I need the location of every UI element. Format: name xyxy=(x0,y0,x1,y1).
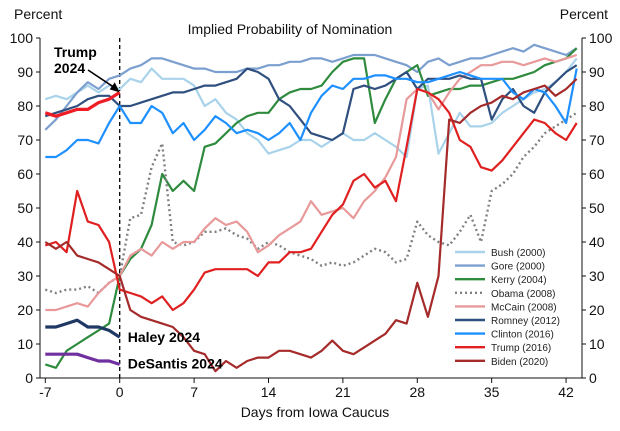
x-tick-label: 28 xyxy=(409,384,425,400)
x-tick-label: -7 xyxy=(39,384,52,400)
annotation-arrow-head xyxy=(109,82,120,93)
legend-label: Obama (2008) xyxy=(491,289,555,300)
x-tick-label: 7 xyxy=(190,384,198,400)
series-line-trump-2016 xyxy=(44,87,578,312)
y-tick-label-left: 0 xyxy=(25,370,33,386)
y-tick-label-right: 70 xyxy=(589,132,605,148)
y-tick-label-right: 20 xyxy=(589,302,605,318)
series-line-kerry-2004 xyxy=(44,47,578,369)
series-line-bush-2000 xyxy=(44,57,578,159)
series-line-mccain-2008 xyxy=(45,53,578,312)
y-tick-label-left: 30 xyxy=(17,268,33,284)
legend: Bush (2000) Gore (2000) Kerry (2004) Obama … xyxy=(455,248,560,368)
chart-title: Implied Probability of Nomination xyxy=(188,21,393,37)
series-line-desantis-2024 xyxy=(45,352,121,366)
y-tick-label-left: 10 xyxy=(17,336,33,352)
y-tick-label-right: 30 xyxy=(589,268,605,284)
x-tick-label: 35 xyxy=(484,384,500,400)
annotation-trump-2024: 2024 xyxy=(54,60,85,76)
annotation-trump-2024: Trump xyxy=(54,44,97,60)
annotation-haley-2024: Haley 2024 xyxy=(128,329,201,345)
legend-label: Trump (2016) xyxy=(491,343,551,354)
x-tick-label: 21 xyxy=(335,384,351,400)
x-tick-label: 0 xyxy=(116,384,124,400)
legend-label: Clinton (2016) xyxy=(491,330,554,341)
y-tick-label-right: 50 xyxy=(589,200,605,216)
y-tick-label-left: 60 xyxy=(17,166,33,182)
series-line-biden-2020 xyxy=(44,78,578,373)
annotation-desantis-2024: DeSantis 2024 xyxy=(128,355,223,371)
series-line-romney-2012 xyxy=(44,64,578,142)
x-axis-title: Days from Iowa Caucus xyxy=(241,404,390,420)
y-tick-label-left: 50 xyxy=(17,200,33,216)
x-tick-label: 42 xyxy=(558,384,574,400)
legend-label: Bush (2000) xyxy=(491,248,545,259)
y-tick-label-left: 90 xyxy=(17,64,33,80)
y-axis-right-title: Percent xyxy=(560,6,608,22)
legend-label: Romney (2012) xyxy=(491,316,560,327)
series-line-trump-2024 xyxy=(44,91,121,118)
y-tick-label-left: 100 xyxy=(10,30,34,46)
annotation-arrow-shaft xyxy=(87,69,117,90)
series-line-gore-2000 xyxy=(44,43,578,131)
series-line-obama-2008 xyxy=(44,111,578,295)
y-tick-label-right: 80 xyxy=(589,98,605,114)
y-tick-label-left: 70 xyxy=(17,132,33,148)
y-tick-label-right: 100 xyxy=(589,30,613,46)
series-line-clinton-2016 xyxy=(45,68,578,159)
y-tick-label-left: 40 xyxy=(17,234,33,250)
y-tick-label-right: 40 xyxy=(589,234,605,250)
y-axis-left-title: Percent xyxy=(14,6,62,22)
legend-label: McCain (2008) xyxy=(491,302,557,313)
x-tick-label: 14 xyxy=(261,384,277,400)
y-tick-label-right: 10 xyxy=(589,336,605,352)
y-tick-label-left: 80 xyxy=(17,98,33,114)
y-tick-label-right: 60 xyxy=(589,166,605,182)
legend-label: Biden (2020) xyxy=(491,357,548,368)
series-line-haley-2024 xyxy=(45,318,121,339)
y-tick-label-right: 0 xyxy=(589,370,597,386)
legend-label: Kerry (2004) xyxy=(491,275,547,286)
legend-label: Gore (2000) xyxy=(491,262,545,273)
y-tick-label-right: 90 xyxy=(589,64,605,80)
y-tick-label-left: 20 xyxy=(17,302,33,318)
